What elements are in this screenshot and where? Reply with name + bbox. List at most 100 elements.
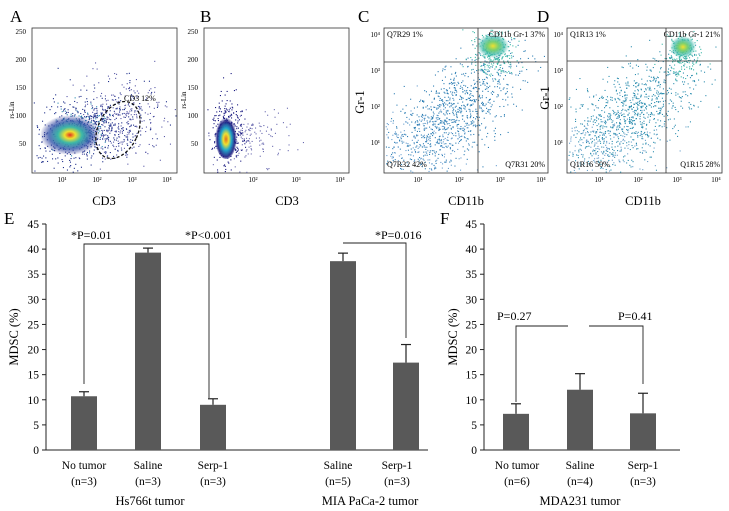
event-dot	[672, 105, 674, 107]
event-dot	[628, 106, 630, 108]
event-dot	[643, 84, 645, 86]
event-dot	[394, 152, 396, 154]
panel-letter-e: E	[4, 209, 14, 228]
event-dot	[652, 151, 654, 153]
sig-label: P=0.27	[497, 309, 531, 323]
event-dot	[430, 133, 432, 135]
event-dot	[41, 161, 43, 163]
event-dot	[626, 162, 628, 164]
event-dot	[673, 71, 675, 73]
event-dot	[277, 154, 279, 156]
event-dot	[447, 134, 449, 136]
event-dot	[614, 156, 616, 158]
event-dot	[574, 150, 576, 152]
event-dot	[503, 114, 505, 116]
event-dot	[495, 66, 497, 68]
event-dot	[446, 90, 448, 92]
event-dot	[584, 125, 586, 127]
event-dot	[578, 168, 580, 170]
event-dot	[395, 132, 397, 134]
event-dot	[101, 97, 103, 99]
event-dot	[693, 63, 695, 65]
event-dot	[615, 90, 617, 92]
event-dot	[645, 143, 647, 145]
event-dot	[93, 108, 95, 110]
event-dot	[120, 147, 122, 149]
event-dot	[440, 140, 442, 142]
event-dot	[260, 126, 262, 128]
event-dot	[456, 117, 458, 119]
event-dot	[412, 155, 414, 157]
event-dot	[105, 140, 107, 142]
event-dot	[421, 162, 423, 164]
event-dot	[223, 77, 225, 79]
event-dot	[460, 47, 462, 49]
event-dot	[618, 126, 620, 128]
event-dot	[470, 104, 472, 106]
event-dot	[486, 83, 488, 85]
event-dot	[643, 123, 645, 125]
event-dot	[483, 70, 485, 72]
event-dot	[130, 89, 132, 91]
event-dot	[435, 151, 437, 153]
event-dot	[464, 90, 466, 92]
event-dot	[454, 121, 456, 123]
event-dot	[443, 132, 445, 134]
event-dot	[691, 74, 693, 76]
event-dot	[114, 124, 116, 126]
event-dot	[615, 89, 617, 91]
event-dot	[685, 34, 687, 36]
event-dot	[648, 75, 650, 77]
event-dot	[156, 138, 158, 140]
event-dot	[105, 100, 107, 102]
event-dot	[598, 148, 600, 150]
event-dot	[236, 142, 238, 144]
event-dot	[126, 122, 128, 124]
event-dot	[609, 170, 611, 172]
event-dot	[450, 153, 452, 155]
event-dot	[426, 120, 428, 122]
event-dot	[486, 107, 488, 109]
event-dot	[237, 147, 239, 149]
event-dot	[433, 164, 435, 166]
event-dot	[616, 112, 618, 114]
event-dot	[698, 53, 700, 55]
event-dot	[139, 119, 141, 121]
event-dot	[228, 162, 230, 164]
event-dot	[496, 32, 498, 34]
event-dot	[689, 59, 691, 61]
event-dot	[695, 84, 697, 86]
event-dot	[117, 114, 119, 116]
event-dot	[478, 151, 480, 153]
event-dot	[600, 167, 602, 169]
event-dot	[95, 124, 97, 126]
event-dot	[621, 128, 623, 130]
event-dot	[51, 153, 53, 155]
event-dot	[691, 38, 693, 40]
event-dot	[473, 32, 475, 34]
event-dot	[419, 157, 421, 159]
event-dot	[650, 112, 652, 114]
event-dot	[667, 90, 669, 92]
event-dot	[675, 94, 677, 96]
event-dot	[453, 79, 455, 81]
event-dot	[431, 128, 433, 130]
event-dot	[491, 66, 493, 68]
event-dot	[670, 88, 672, 90]
event-dot	[407, 144, 409, 146]
event-dot	[619, 119, 621, 121]
event-dot	[487, 66, 489, 68]
event-dot	[643, 109, 645, 111]
event-dot	[419, 164, 421, 166]
event-dot	[96, 112, 98, 114]
event-dot	[591, 142, 593, 144]
event-dot	[608, 159, 610, 161]
event-dot	[595, 153, 597, 155]
event-dot	[487, 87, 489, 89]
event-dot	[478, 95, 480, 97]
event-dot	[677, 72, 679, 74]
event-dot	[471, 59, 473, 61]
event-dot	[678, 57, 680, 59]
event-dot	[583, 160, 585, 162]
event-dot	[108, 127, 110, 129]
